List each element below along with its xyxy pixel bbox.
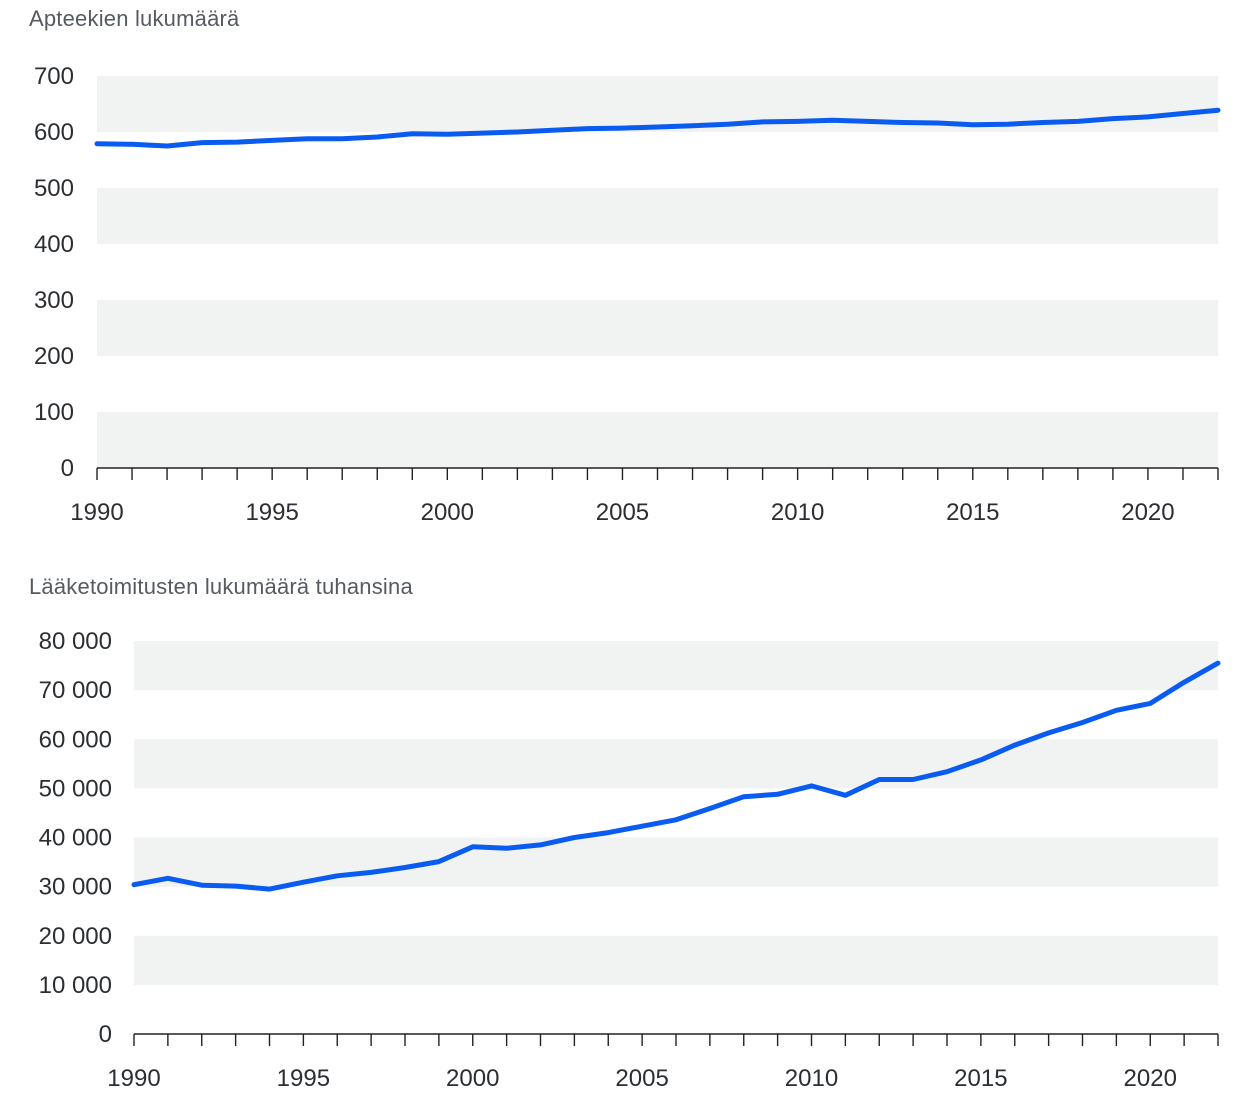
y-tick-label: 50 000 (39, 775, 112, 802)
chart-title: Lääketoimitusten lukumäärä tuhansina (29, 574, 413, 599)
series-line (94, 107, 1221, 149)
x-tick-label: 2000 (446, 1065, 499, 1092)
y-tick-label: 10 000 (39, 972, 112, 999)
x-tick-label: 2010 (785, 1065, 838, 1092)
chart-deliveries-plot: 0 10 000 20 000 30 000 40 000 50 000 60 000 70 … (39, 628, 1221, 1092)
x-tick-label: 2015 (954, 1065, 1007, 1092)
x-tick-label: 1995 (277, 1065, 330, 1092)
y-tick-label: 600 (34, 119, 74, 146)
grid-band (97, 412, 1218, 468)
x-tick-label: 2020 (1121, 499, 1174, 526)
x-tick-label: 2020 (1124, 1065, 1177, 1092)
y-tick-label: 0 (61, 455, 74, 482)
y-tick-label: 200 (34, 343, 74, 370)
chart-pharmacies-plot: 0 100 200 300 400 500 600 700 1990 1995 2000 2005 20… (34, 63, 1221, 526)
y-tick-label: 40 000 (39, 825, 112, 852)
x-tick-label: 2010 (771, 499, 824, 526)
y-tick-label: 100 (34, 399, 74, 426)
grid-band (97, 300, 1218, 356)
grid-band (134, 641, 1218, 691)
y-tick-label: 20 000 (39, 923, 112, 950)
chart-deliveries: Lääketoimitusten lukumäärä tuhansina 0 10… (0, 560, 1236, 1096)
x-tick-label: 2015 (946, 499, 999, 526)
x-tick-label: 2005 (596, 499, 649, 526)
grid-band (134, 837, 1218, 887)
x-tick-label: 2000 (421, 499, 474, 526)
x-tick-label: 2005 (615, 1065, 668, 1092)
y-tick-label: 70 000 (39, 677, 112, 704)
chart-title: Apteekien lukumäärä (29, 6, 240, 31)
y-tick-label: 0 (99, 1021, 112, 1048)
chart-pharmacies: Apteekien lukumäärä 0 100 200 300 400 500 600 7… (0, 0, 1236, 540)
y-tick-label: 700 (34, 63, 74, 90)
y-tick-label: 80 000 (39, 628, 112, 655)
y-tick-label: 500 (34, 175, 74, 202)
x-tick-label: 1990 (107, 1065, 160, 1092)
series-line (131, 660, 1221, 892)
grid-band (134, 935, 1218, 985)
x-tick-label: 1995 (245, 499, 298, 526)
x-tick-label: 1990 (70, 499, 123, 526)
y-tick-label: 400 (34, 231, 74, 258)
grid-band (134, 739, 1218, 789)
grid-band (97, 188, 1218, 244)
y-tick-label: 30 000 (39, 874, 112, 901)
y-tick-label: 60 000 (39, 726, 112, 753)
y-tick-label: 300 (34, 287, 74, 314)
